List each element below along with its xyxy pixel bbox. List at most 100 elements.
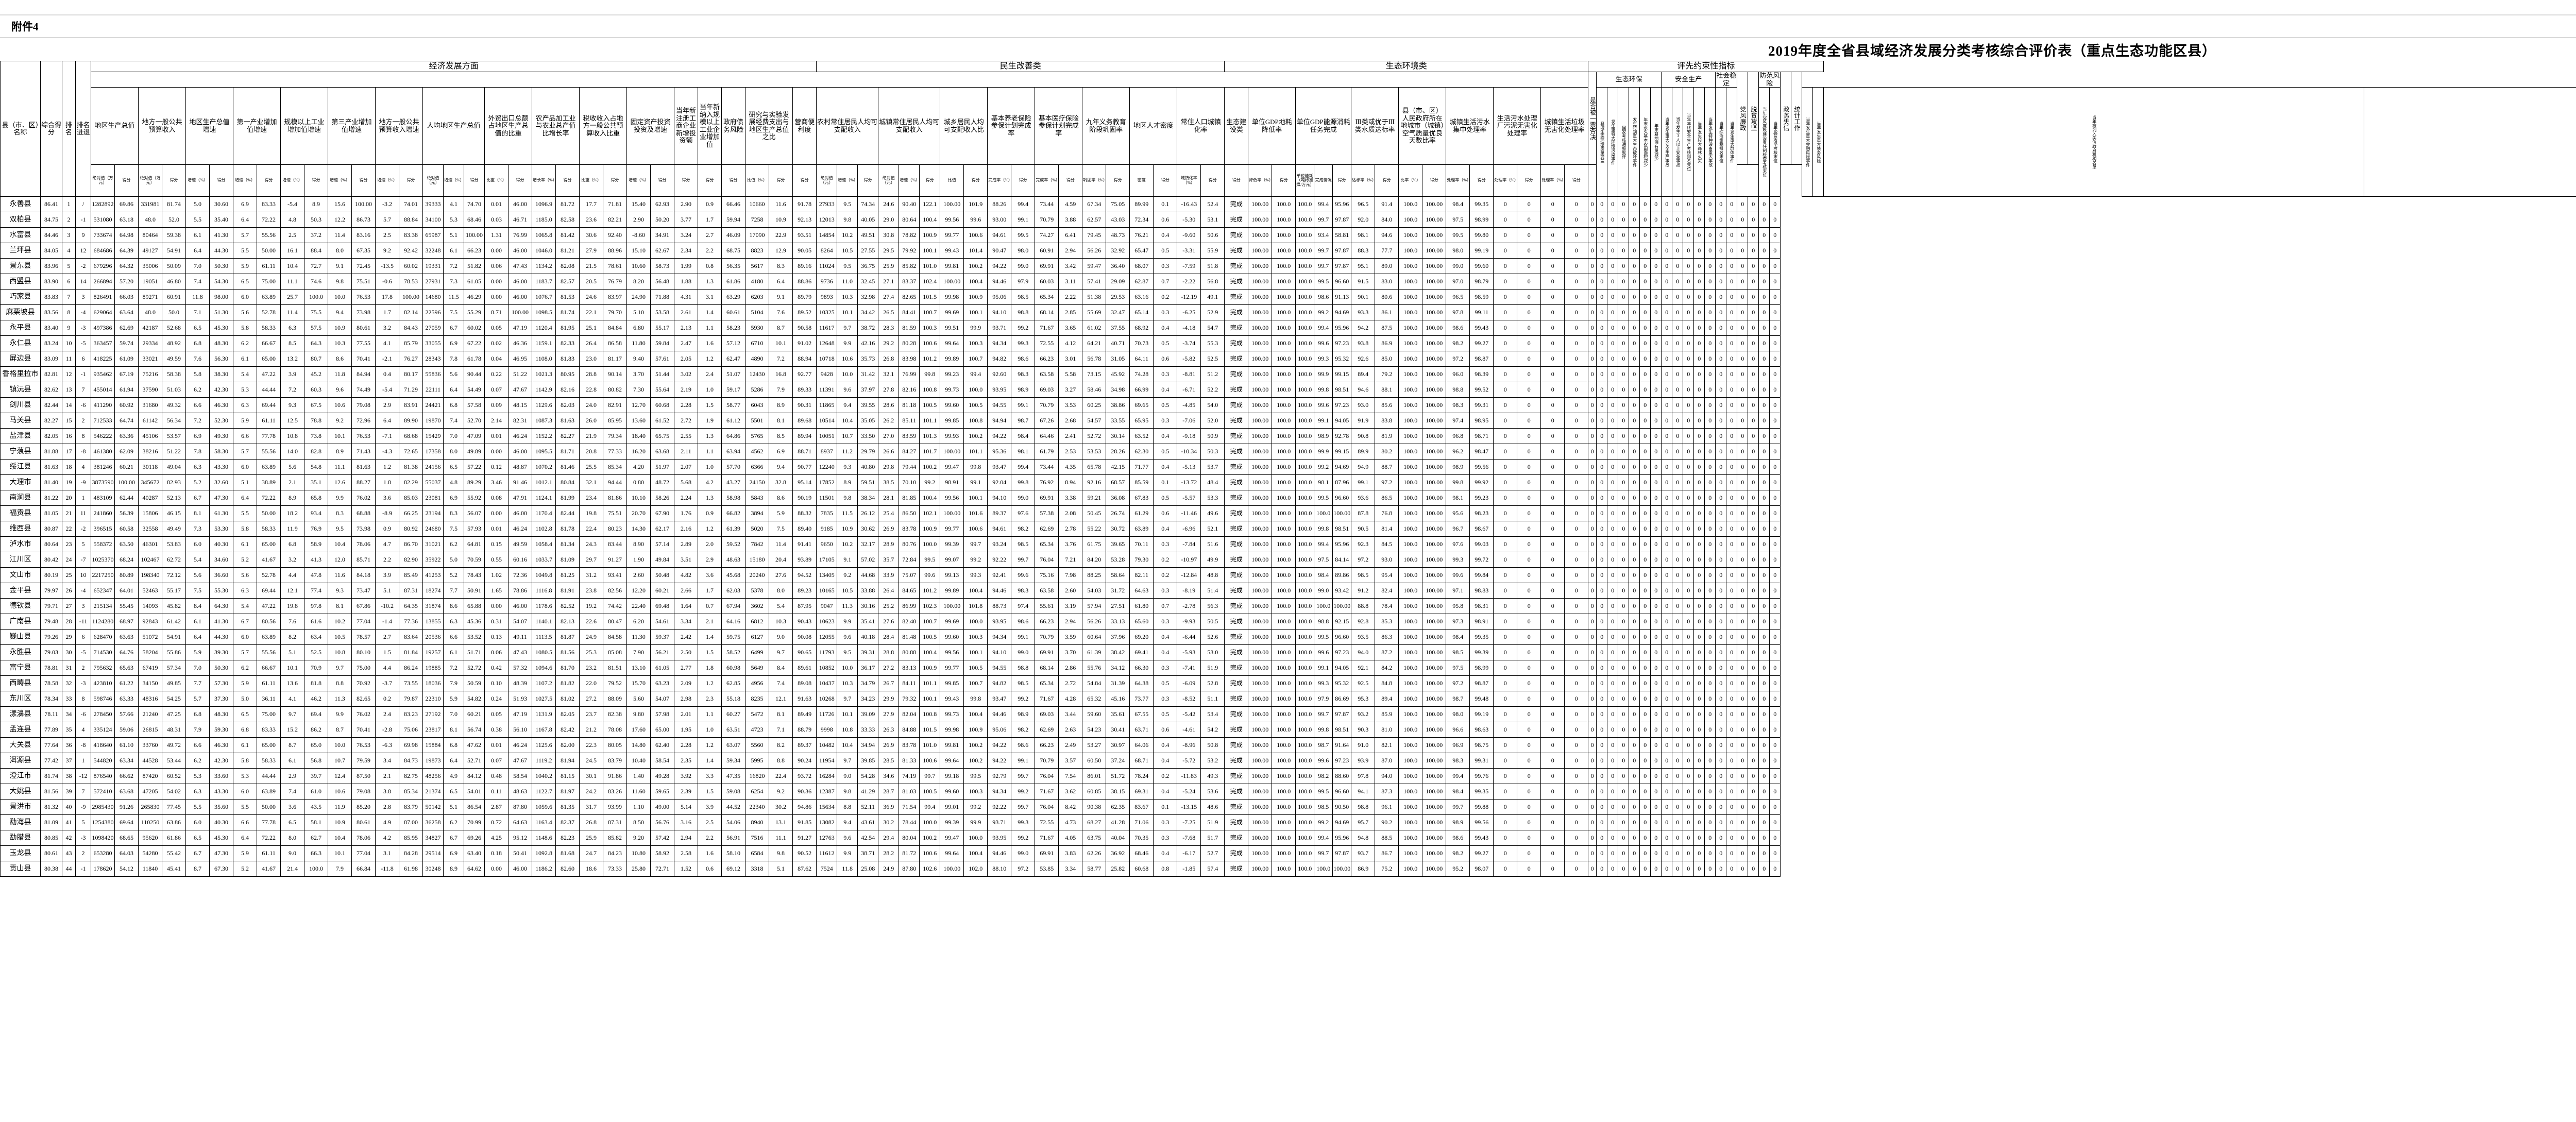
cell-county-name[interactable]: 永善县 [0, 196, 41, 213]
table-row[interactable]: 巧家县 83.83 7 3 826491 66.03 89271 60.91 11.8 98.00… [0, 289, 2576, 305]
eco-col-6-sub[interactable]: 处理率（%） [1493, 164, 1518, 197]
eco-col-2-sub[interactable]: 单位能耗（吨标准煤/万元） [1295, 164, 1315, 197]
table-row[interactable]: 马关县 82.27 15 2 712533 64.74 61142 56.34 7.2 52.30… [0, 413, 2576, 429]
live-col-5[interactable]: 九年义务教育阶段巩固率 [1082, 87, 1130, 165]
econ-col-1[interactable]: 地方一般公共预算收入 [138, 87, 186, 165]
cell-county-name[interactable]: 香格里拉市 [0, 366, 41, 383]
eco-col-1-sub[interactable]: 得分 [1272, 164, 1296, 197]
restrict-col-5[interactable]: 年末耕地保有量减少 [1650, 87, 1662, 197]
table-row[interactable]: 泸水市 80.64 23 5 558372 63.50 46301 53.83 6.0 40.30… [0, 536, 2576, 553]
table-row[interactable]: 东川区 78.34 33 8 598746 63.33 48316 54.25 5.7 37.30… [0, 691, 2576, 707]
cell-county-name[interactable]: 南涧县 [0, 490, 41, 506]
cell-county-name[interactable]: 永平县 [0, 320, 41, 336]
table-row[interactable]: 大理市 81.40 19 -9 3873590 100.00 345672 82.93 5.2 3… [0, 474, 2576, 491]
cell-county-name[interactable]: 绥江县 [0, 459, 41, 475]
table-row[interactable]: 盐津县 82.05 16 8 546222 63.36 45106 53.57 6.9 49.30… [0, 428, 2576, 445]
eco-col-3-sub[interactable]: 得分 [1375, 164, 1399, 197]
table-row[interactable]: 景东县 83.96 5 -2 679296 64.32 35006 50.09 7.0 50.30… [0, 258, 2576, 275]
live-col-0[interactable]: 农村常住居民人均可支配收入 [816, 87, 879, 165]
live-col-0-sub[interactable]: 增速（%） [837, 164, 858, 197]
econ-col-12[interactable]: 当年新注册工商企业新增投资额 [674, 87, 698, 165]
restrict-col-1[interactable]: 发生重特大环境污染事件 [1607, 87, 1619, 197]
restrict-col-2[interactable]: 国家考核通报批评 [1618, 87, 1630, 197]
cell-county-name[interactable]: 玉龙县 [0, 845, 41, 862]
table-row[interactable]: 麻栗坡县 83.56 8 -4 629064 63.64 48.0 50.0 7.1 51.30 5… [0, 304, 2576, 321]
table-row[interactable]: 德钦县 79.71 27 3 215134 55.45 14093 45.82 8.4 64.30… [0, 598, 2576, 615]
cell-county-name[interactable]: 广南县 [0, 614, 41, 630]
live-col-1-sub[interactable]: 增速（%） [899, 164, 920, 197]
table-row[interactable]: 勐海县 81.09 41 5 1254380 69.64 110250 63.86 6.0 40.… [0, 814, 2576, 831]
table-row[interactable]: 南涧县 81.22 20 1 483109 62.44 40287 52.13 6.7 47.30… [0, 490, 2576, 506]
econ-col-16-sub[interactable]: 得分 [792, 164, 817, 197]
live-col-4-sub[interactable]: 得分 [1058, 164, 1083, 197]
table-row[interactable]: 金平县 79.97 26 -4 652347 64.01 52463 55.17 7.5 55.3… [0, 583, 2576, 599]
econ-col-7-sub[interactable]: 增速（%） [443, 164, 464, 197]
cell-county-name[interactable]: 双柏县 [0, 212, 41, 228]
restrict-col-7[interactable]: 当年发生3人以上安全事故 [1672, 87, 1684, 197]
cell-county-name[interactable]: 孟连县 [0, 722, 41, 738]
cell-county-name[interactable]: 澄江市 [0, 768, 41, 785]
econ-col-3-sub[interactable]: 增速（%） [233, 164, 257, 197]
eco-col-2-sub[interactable]: 完成情况 [1314, 164, 1333, 197]
cell-county-name[interactable]: 兰坪县 [0, 243, 41, 259]
restrict-group-3[interactable]: 党风廉政 [1737, 71, 1749, 165]
cell-county-name[interactable]: 巍山县 [0, 629, 41, 645]
cell-county-name[interactable]: 西盟县 [0, 274, 41, 290]
cell-county-name[interactable]: 金平县 [0, 583, 41, 599]
restrict-group-7[interactable]: 统计工作 [1791, 71, 1803, 165]
cell-county-name[interactable]: 永仁县 [0, 335, 41, 352]
econ-col-15-sub[interactable]: 比值（%） [745, 164, 769, 197]
cell-county-name[interactable]: 福贡县 [0, 505, 41, 522]
table-row[interactable]: 永善县 86.41 1/1282892 69.86 331981 81.74 5.0 30.6… [0, 196, 2576, 213]
eco-col-5[interactable]: 城镇生活污水集中处理率 [1446, 87, 1494, 165]
econ-col-11-sub[interactable]: 得分 [650, 164, 674, 197]
live-col-0-sub[interactable]: 绝对值（元） [816, 164, 838, 197]
cell-county-name[interactable]: 镇沅县 [0, 382, 41, 398]
col-header-name[interactable]: 县（市、区）名称 [0, 60, 41, 197]
cell-county-name[interactable]: 东川区 [0, 691, 41, 707]
econ-col-15[interactable]: 研究与实验发展经费支出与地区生产总值之比 [745, 87, 793, 165]
econ-col-6[interactable]: 地方一般公共预算收入增速 [375, 87, 423, 165]
live-col-6-sub[interactable]: 得分 [1153, 164, 1178, 197]
econ-col-3-sub[interactable]: 得分 [257, 164, 281, 197]
live-col-3-sub[interactable]: 得分 [1011, 164, 1036, 197]
live-col-2-sub[interactable]: 比值 [940, 164, 964, 197]
econ-col-2-sub[interactable]: 得分 [209, 164, 233, 197]
live-col-1-sub[interactable]: 得分 [919, 164, 941, 197]
cell-county-name[interactable]: 勐腊县 [0, 830, 41, 846]
econ-col-11[interactable]: 固定资产投资投资及增速 [626, 87, 674, 165]
cell-county-name[interactable]: 贡山县 [0, 861, 41, 877]
econ-col-8-sub[interactable]: 比重（%） [484, 164, 509, 197]
restrict-group-1[interactable]: 安全生产 [1661, 71, 1716, 88]
live-col-7-sub[interactable]: 得分 [1200, 164, 1225, 197]
econ-col-4-sub[interactable]: 得分 [304, 164, 328, 197]
live-col-2-sub[interactable]: 得分 [963, 164, 988, 197]
table-row[interactable]: 水富县 84.46 3 9 733674 64.98 80464 59.38 6.1 41.30 5… [0, 227, 2576, 244]
live-col-2[interactable]: 城乡居民人均可支配收入比 [940, 87, 988, 165]
col-header-score[interactable]: 综合得分 [40, 60, 62, 197]
live-col-3-sub[interactable]: 完成率（%） [987, 164, 1012, 197]
live-col-6[interactable]: 地区人才密度 [1129, 87, 1178, 165]
econ-col-13[interactable]: 当年新纳入规模以上工业企业增加值 [698, 87, 722, 165]
cell-county-name[interactable]: 大姚县 [0, 784, 41, 800]
restrict-col-17[interactable]: 当年被列入失信政府机构名单 [1823, 87, 2364, 197]
restrict-col-9[interactable]: 当年发生较大森林火灾 [1693, 87, 1705, 197]
live-col-7-sub[interactable]: 城镇化率（%） [1177, 164, 1201, 197]
table-row[interactable]: 福贡县 81.05 21 11 241860 56.39 15806 46.15 8.1 61.3… [0, 505, 2576, 522]
econ-col-10-sub[interactable]: 得分 [603, 164, 627, 197]
restrict-col-8[interactable]: 当年年终安全生产考核排名末位 [1683, 87, 1694, 197]
restrict-group-5[interactable]: 防范风险 [1758, 71, 1781, 88]
eco-col-0[interactable]: 生态建设类 [1224, 87, 1249, 165]
cell-county-name[interactable]: 永胜县 [0, 644, 41, 661]
table-row[interactable]: 漾濞县 78.11 34 -6 278450 57.66 21240 47.25 6.8 48.3… [0, 706, 2576, 723]
table-row[interactable]: 宁蒗县 81.88 17 -8 461380 62.09 38216 51.22 7.8 58.3… [0, 444, 2576, 460]
econ-col-0-sub[interactable]: 得分 [114, 164, 139, 197]
live-col-6-sub[interactable]: 密度 [1129, 164, 1154, 197]
econ-col-9-sub[interactable]: 得分 [555, 164, 580, 197]
live-col-4[interactable]: 基本医疗保险参保计划完成率 [1035, 87, 1083, 165]
restrict-col-4[interactable]: 年末永久基本农田面积减少 [1639, 87, 1651, 197]
cell-county-name[interactable]: 西畴县 [0, 675, 41, 692]
table-row[interactable]: 香格里拉市 82.81 12 -1 935462 67.19 75216 58.38 5.8 38… [0, 366, 2576, 383]
restrict-col-15[interactable]: 当年发生重大金融风险事件 [1802, 87, 1814, 197]
restrict-col-0[interactable]: 县域生态环境质量变差 [1596, 87, 1608, 197]
